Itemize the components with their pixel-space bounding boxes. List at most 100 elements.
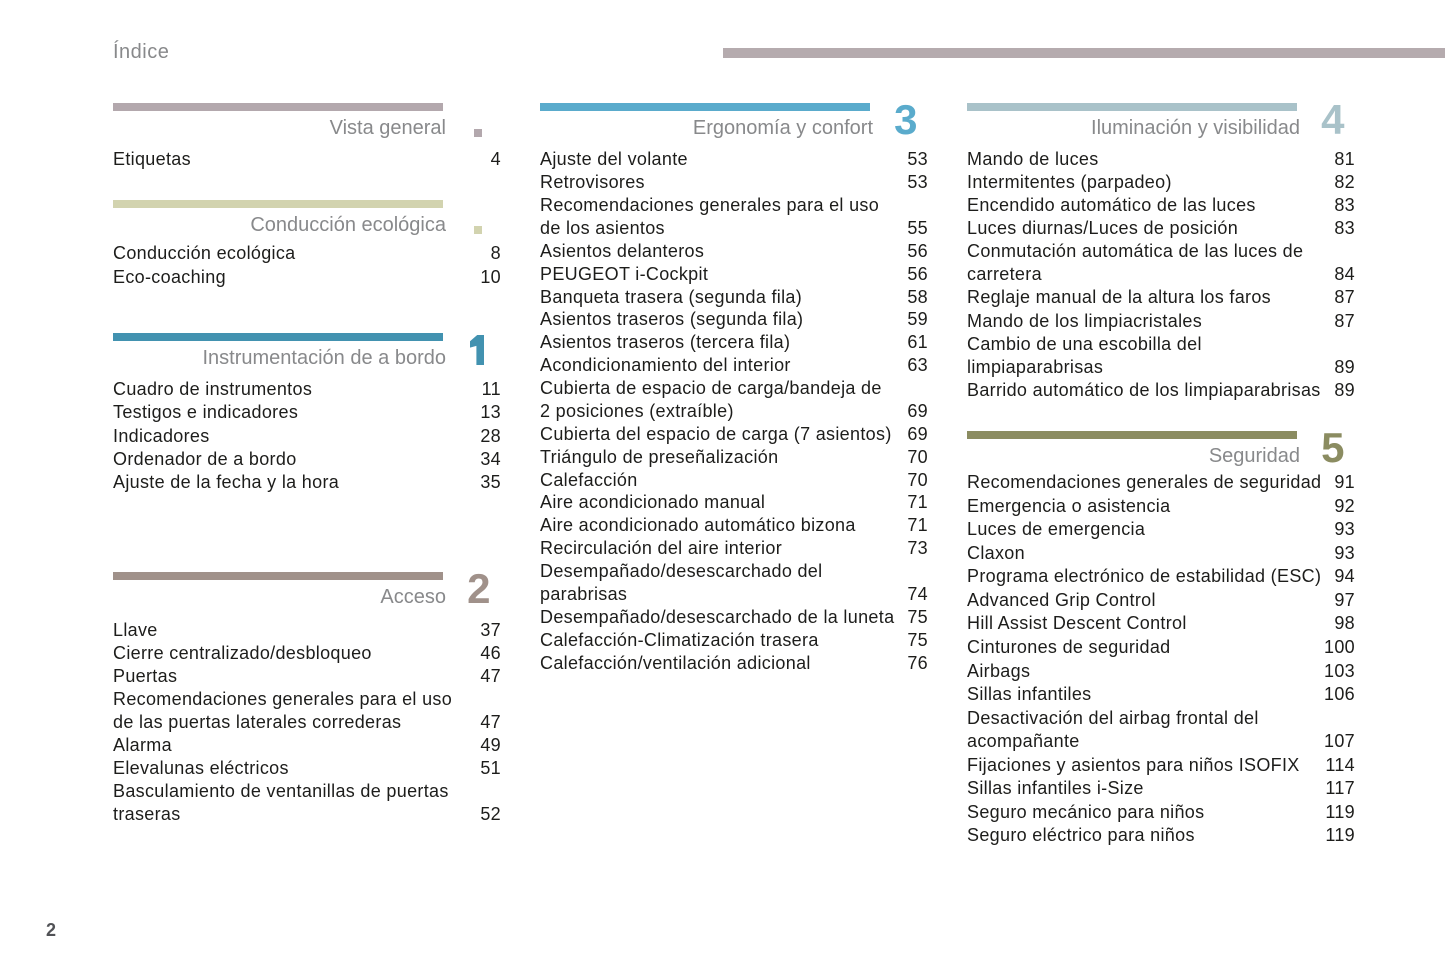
toc-entry: Claxon 93 — [967, 542, 1355, 566]
toc-entry-label: Cinturones de seguridad — [967, 637, 1171, 658]
toc-entry-page: 76 — [907, 652, 928, 673]
toc-entry-label: Banqueta trasera (segunda fila) — [540, 286, 803, 307]
toc-entry: Encendido automático de las luces 83 — [967, 194, 1355, 217]
toc-entry: Conducción ecológica 8 — [113, 241, 501, 265]
toc-entry-page: 8 — [490, 243, 501, 264]
toc-entry-page: 75 — [907, 606, 928, 627]
toc-entry-label: Conducción ecológica — [113, 243, 296, 264]
section-title: Iluminación y visibilidad — [1091, 116, 1300, 139]
toc-entry: Luces diurnas/Luces de posición 83 — [967, 217, 1355, 240]
toc-entry-page: 46 — [480, 642, 501, 663]
section-number: 3 — [894, 96, 918, 144]
toc-entry: Puertas 47 — [113, 665, 501, 688]
toc-entry: Acondicionamiento del interior 63 — [540, 354, 928, 377]
toc-entry-page: 97 — [1334, 589, 1355, 610]
toc-entry-page: 73 — [907, 538, 928, 559]
toc-entry: Advanced Grip Control 97 — [967, 589, 1355, 613]
toc-entry-label: Cambio de una escobilla del limpiaparabr… — [967, 333, 1202, 377]
toc-entry-label: Seguro eléctrico para niños — [967, 825, 1195, 846]
toc-entry-page: 82 — [1334, 172, 1355, 193]
toc-entry: Cubierta del espacio de carga (7 asiento… — [540, 423, 928, 446]
toc-entry-page: 55 — [907, 217, 928, 238]
toc-entry: Cambio de una escobilla del limpiaparabr… — [967, 333, 1355, 379]
toc-entry-label: Recomendaciones generales para el uso de… — [113, 688, 453, 732]
toc-entry-label: Calefacción-Climatización trasera — [540, 629, 819, 650]
toc-entry-page: 94 — [1334, 566, 1355, 587]
toc-entry: Calefacción-Climatización trasera 75 — [540, 629, 928, 652]
toc-entry-label: Airbags — [967, 660, 1031, 681]
toc-entry-label: Cubierta de espacio de carga/bandeja de … — [540, 378, 882, 421]
section-number: 5 — [1321, 424, 1345, 472]
section-title: Seguridad — [1208, 444, 1300, 467]
toc-entry: Reglaje manual de la altura los faros 87 — [967, 286, 1355, 309]
toc-entry-label: Aire acondicionado automático bizona — [540, 515, 856, 536]
toc-entry-page: 13 — [480, 402, 501, 423]
toc-entry-label: Advanced Grip Control — [967, 589, 1156, 610]
toc-entry-label: PEUGEOT i-Cockpit — [540, 263, 709, 284]
toc-entry: Intermitentes (parpadeo) 82 — [967, 171, 1355, 194]
toc-entry: Hill Assist Descent Control 98 — [967, 612, 1355, 636]
toc-entry: Recomendaciones generales de seguridad 91 — [967, 471, 1355, 495]
toc-entry: Programa electrónico de estabilidad (ESC… — [967, 565, 1355, 589]
header-rule — [723, 48, 1445, 58]
page-title: Índice — [113, 40, 170, 63]
toc-entry-label: Basculamiento de ventanillas de puertas … — [113, 780, 449, 824]
toc-entry-page: 107 — [1324, 731, 1355, 752]
section-entries: Mando de luces 81 Intermitentes (parpadeo)… — [967, 148, 1355, 402]
toc-entry-label: Reglaje manual de la altura los faros — [967, 287, 1272, 308]
toc-entry-page: 83 — [1334, 218, 1355, 239]
toc-entry-label: Seguro mecánico para niños — [967, 801, 1205, 822]
toc-entry-label: Luces de emergencia — [967, 519, 1146, 540]
toc-entry-label: Hill Assist Descent Control — [967, 613, 1187, 634]
toc-entry-page: 106 — [1324, 684, 1355, 705]
toc-entry-label: Testigos e indicadores — [113, 402, 299, 423]
toc-entry-label: Etiquetas — [113, 148, 191, 169]
toc-entry: Aire acondicionado manual 71 — [540, 491, 928, 514]
toc-entry-label: Cuadro de instrumentos — [113, 379, 313, 400]
toc-entry-label: Emergencia o asistencia — [967, 495, 1171, 516]
section-title: Instrumentación de a bordo — [202, 346, 447, 369]
toc-entry: Alarma 49 — [113, 734, 501, 757]
toc-entry-label: Eco-coaching — [113, 267, 226, 288]
toc-entry: Cierre centralizado/desbloqueo 46 — [113, 642, 501, 665]
section-square-marker — [474, 226, 482, 234]
toc-entry-page: 92 — [1334, 495, 1355, 516]
toc-entry-label: Desempañado/desescarchado de la luneta — [540, 606, 895, 627]
toc-entry-page: 93 — [1334, 542, 1355, 563]
toc-entry-page: 119 — [1325, 825, 1355, 846]
toc-entry: Testigos e indicadores 13 — [113, 401, 501, 424]
toc-entry-label: Puertas — [113, 665, 178, 686]
section-entries: Recomendaciones generales de seguridad 91… — [967, 471, 1355, 848]
toc-entry: Elevalunas eléctricos 51 — [113, 757, 501, 780]
toc-entry-page: 56 — [907, 240, 928, 261]
section-bar — [967, 103, 1297, 111]
toc-entry-page: 52 — [480, 803, 501, 824]
toc-entry: Recirculación del aire interior 73 — [540, 537, 928, 560]
toc-entry: Desempañado/desescarchado de la luneta 75 — [540, 606, 928, 629]
toc-entry-label: Cierre centralizado/desbloqueo — [113, 642, 372, 663]
toc-entry-page: 51 — [480, 757, 501, 778]
section-entries: Etiquetas 4 — [113, 148, 501, 171]
toc-entry-label: Mando de luces — [967, 149, 1099, 170]
section-title: Acceso — [380, 585, 446, 608]
toc-entry: Sillas infantiles i-Size 117 — [967, 777, 1355, 801]
toc-entry-page: 74 — [907, 583, 928, 604]
toc-entry-page: 10 — [480, 267, 501, 288]
toc-entry: Llave 37 — [113, 619, 501, 642]
toc-entry-page: 53 — [907, 172, 928, 193]
toc-entry-label: Retrovisores — [540, 172, 645, 193]
toc-entry: Sillas infantiles 106 — [967, 683, 1355, 707]
section-title: Conducción ecológica — [250, 213, 446, 236]
toc-entry: Cubierta de espacio de carga/bandeja de … — [540, 377, 928, 423]
toc-entry-page: 75 — [907, 629, 928, 650]
toc-entry: Luces de emergencia 93 — [967, 518, 1355, 542]
toc-entry: Seguro mecánico para niños 119 — [967, 801, 1355, 825]
toc-entry: Cuadro de instrumentos 11 — [113, 378, 501, 401]
toc-entry-label: Indicadores — [113, 425, 210, 446]
toc-entry-page: 70 — [907, 469, 928, 490]
toc-entry-page: 35 — [480, 471, 501, 492]
toc-entry-page: 93 — [1334, 519, 1355, 540]
toc-entry-page: 63 — [907, 355, 928, 376]
toc-entry-page: 71 — [907, 492, 928, 513]
toc-entry-label: Programa electrónico de estabilidad (ESC… — [967, 566, 1322, 587]
